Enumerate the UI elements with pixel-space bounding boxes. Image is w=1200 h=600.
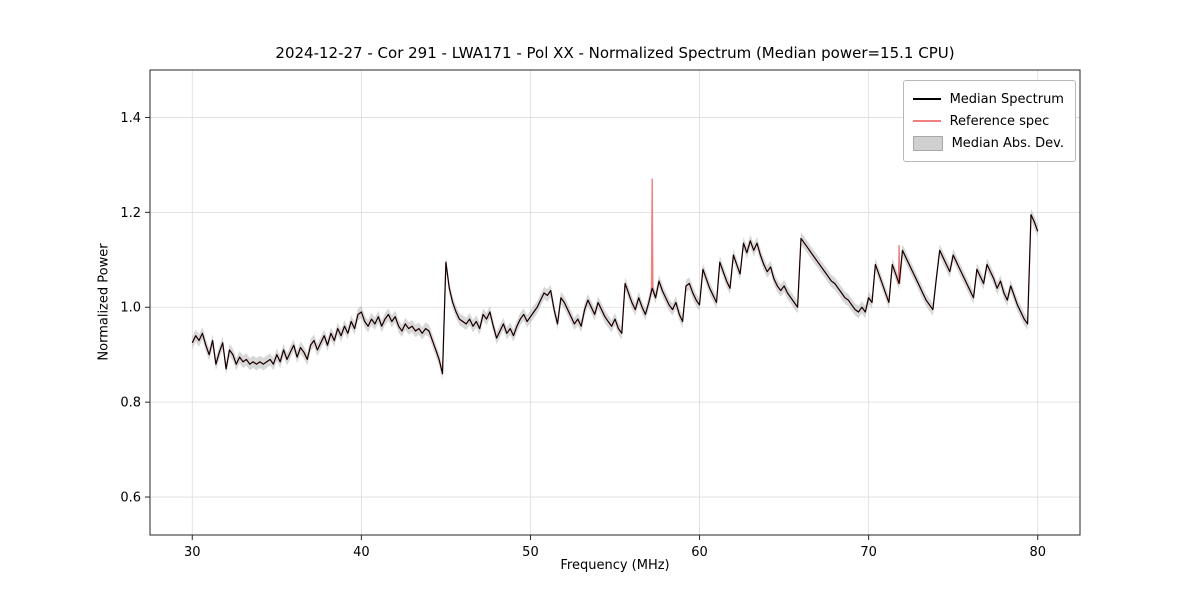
- plot-border: [149, 69, 1081, 536]
- legend-label: Median Spectrum: [949, 91, 1064, 107]
- y-tick-label: 0.6: [120, 491, 141, 506]
- x-tick-label: 60: [691, 545, 708, 560]
- y-tick-label: 1.0: [120, 301, 141, 316]
- legend-label: Reference spec: [949, 113, 1050, 129]
- chart-title: 2024-12-27 - Cor 291 - LWA171 - Pol XX -…: [275, 44, 955, 62]
- y-tick-label: 1.4: [120, 111, 141, 126]
- y-axis-label: Normalized Power: [96, 243, 112, 361]
- mad-band-swatch: [912, 135, 943, 151]
- legend-item-reference: Reference spec: [912, 110, 1064, 132]
- x-tick-label: 50: [522, 545, 539, 560]
- median-spectrum-line: [191, 214, 1039, 375]
- x-tick-label: 80: [1029, 545, 1046, 560]
- legend: Median Spectrum Reference spec Median Ab…: [902, 80, 1076, 162]
- x-tick-label: 30: [184, 545, 201, 560]
- legend-item-mad: Median Abs. Dev.: [912, 132, 1064, 154]
- mad-band: [192, 208, 1038, 380]
- x-axis-label: Frequency (MHz): [560, 558, 670, 573]
- y-tick-label: 0.8: [120, 396, 141, 411]
- legend-item-median: Median Spectrum: [912, 88, 1064, 110]
- y-tick-label: 1.2: [120, 206, 141, 221]
- reference-line-swatch: [912, 120, 941, 122]
- median-line-swatch: [912, 98, 941, 100]
- legend-label: Median Abs. Dev.: [951, 135, 1064, 151]
- x-tick-label: 70: [860, 545, 877, 560]
- x-tick-label: 40: [353, 545, 370, 560]
